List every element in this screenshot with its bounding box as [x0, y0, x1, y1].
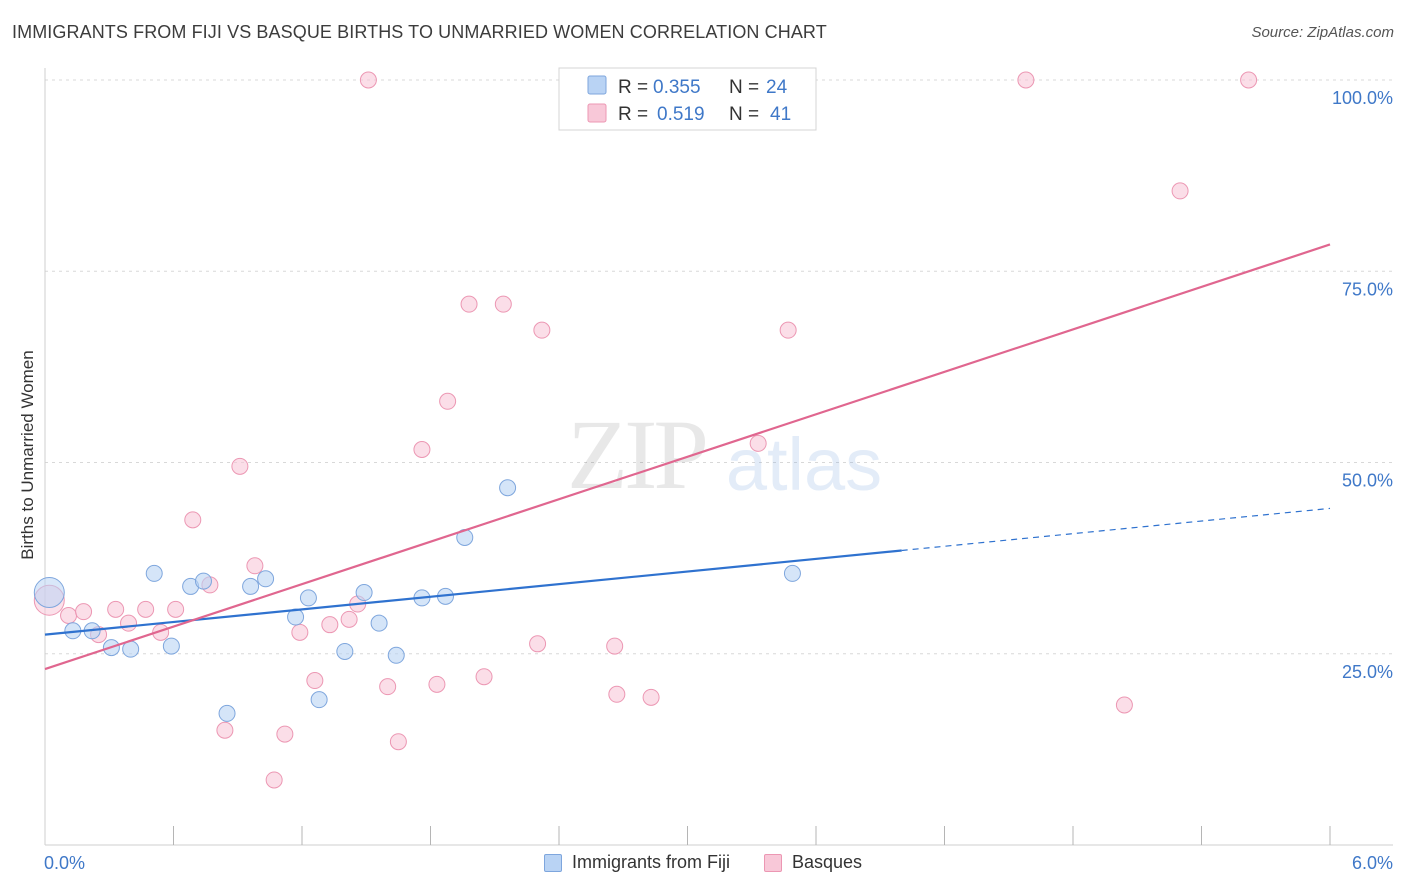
- basques-point: [291, 623, 309, 641]
- basques-point: [276, 725, 294, 743]
- legend-label-fiji: Immigrants from Fiji: [571, 852, 730, 872]
- legend-box: R = 0.355 N = 24 R = 0.519 N = 41: [558, 67, 817, 131]
- fiji-point: [499, 479, 517, 497]
- fiji-point: [387, 646, 405, 664]
- legend-fiji-r-label: R =: [618, 77, 648, 98]
- basques-point: [60, 607, 78, 624]
- basques-point: [75, 603, 93, 621]
- basques-point: [779, 321, 797, 339]
- basques-point: [184, 511, 202, 529]
- legend-label-basques: Basques: [791, 852, 863, 872]
- basques-point: [167, 600, 185, 618]
- legend-swatch-basques: [587, 103, 607, 123]
- basques-point: [379, 678, 397, 696]
- legend-swatch-fiji-bottom: [543, 853, 562, 872]
- fiji-point: [336, 642, 354, 660]
- y-tick-label: 50.0%: [1342, 471, 1393, 491]
- fiji-point: [33, 577, 65, 609]
- basques-point: [1017, 71, 1035, 89]
- fiji-point: [370, 614, 388, 632]
- legend-item-fiji: Immigrants from Fiji: [543, 852, 730, 873]
- basques-point: [137, 600, 155, 618]
- basques-point: [413, 440, 431, 458]
- x-tick-label-max: 6.0%: [1352, 853, 1393, 873]
- basques-point: [246, 557, 264, 575]
- basques-point: [107, 600, 125, 618]
- legend-swatch-fiji: [587, 75, 607, 95]
- basques-point: [529, 635, 547, 653]
- basques-point: [231, 457, 249, 475]
- basques-trend-line: [44, 243, 1331, 671]
- legend-fiji-n-label: N =: [729, 77, 759, 98]
- x-tick-label-min: 0.0%: [44, 853, 85, 873]
- basques-point: [460, 295, 478, 313]
- y-tick-label: 75.0%: [1342, 279, 1393, 299]
- basques-point: [533, 321, 551, 339]
- basques-point: [749, 434, 767, 452]
- fiji-point: [242, 577, 260, 595]
- watermark-atlas: atlas: [726, 423, 882, 506]
- fiji-point: [162, 637, 180, 655]
- fiji-point: [310, 691, 328, 709]
- basques-point: [494, 295, 512, 313]
- basques-point: [120, 614, 138, 632]
- basques-point: [606, 637, 624, 655]
- legend-swatch-basques-bottom: [763, 853, 782, 872]
- basques-point: [608, 685, 626, 703]
- legend-item-basques: Basques: [763, 852, 863, 873]
- fiji-trend-line: [44, 549, 902, 636]
- fiji-point: [218, 704, 236, 722]
- legend-basques-r-value: 0.519: [657, 104, 705, 125]
- basques-point: [1115, 696, 1133, 714]
- basques-point: [389, 733, 407, 751]
- bottom-legend: Immigrants from Fiji Basques: [0, 852, 1406, 873]
- source-label: Source: ZipAtlas.com: [1251, 24, 1394, 41]
- legend-basques-r-label: R =: [618, 104, 648, 125]
- legend-basques-n-label: N =: [729, 104, 759, 125]
- fiji-point: [194, 572, 212, 590]
- trend-lines: [44, 243, 1331, 671]
- fiji-point: [783, 564, 801, 582]
- basques-point: [359, 71, 377, 89]
- legend-fiji-n-value: 24: [766, 77, 788, 98]
- basques-point: [1240, 71, 1258, 89]
- watermark-zip: ZIP: [567, 399, 705, 510]
- series-fiji: [33, 479, 801, 722]
- basques-point: [340, 610, 358, 628]
- basques-point: [1171, 182, 1189, 200]
- legend-fiji-r-value: 0.355: [653, 77, 701, 98]
- axes: [44, 68, 1393, 846]
- fiji-point: [355, 584, 373, 602]
- fiji-point: [257, 570, 275, 588]
- basques-point: [216, 721, 234, 739]
- tick-labels: 25.0% 50.0% 75.0% 100.0% 0.0% 6.0%: [44, 88, 1393, 873]
- fiji-trend-extension: [901, 507, 1331, 552]
- basques-point: [265, 771, 283, 789]
- chart-title: IMMIGRANTS FROM FIJI VS BASQUE BIRTHS TO…: [12, 22, 827, 42]
- y-tick-label: 25.0%: [1342, 662, 1393, 682]
- basques-point: [439, 392, 457, 410]
- legend-basques-n-value: 41: [770, 104, 791, 125]
- y-tick-label: 100.0%: [1332, 88, 1393, 108]
- basques-point: [321, 616, 339, 634]
- basques-point: [475, 668, 493, 686]
- fiji-point: [145, 564, 163, 582]
- fiji-point: [299, 589, 317, 607]
- basques-point: [428, 675, 446, 693]
- basques-point: [642, 688, 660, 706]
- basques-point: [306, 672, 324, 690]
